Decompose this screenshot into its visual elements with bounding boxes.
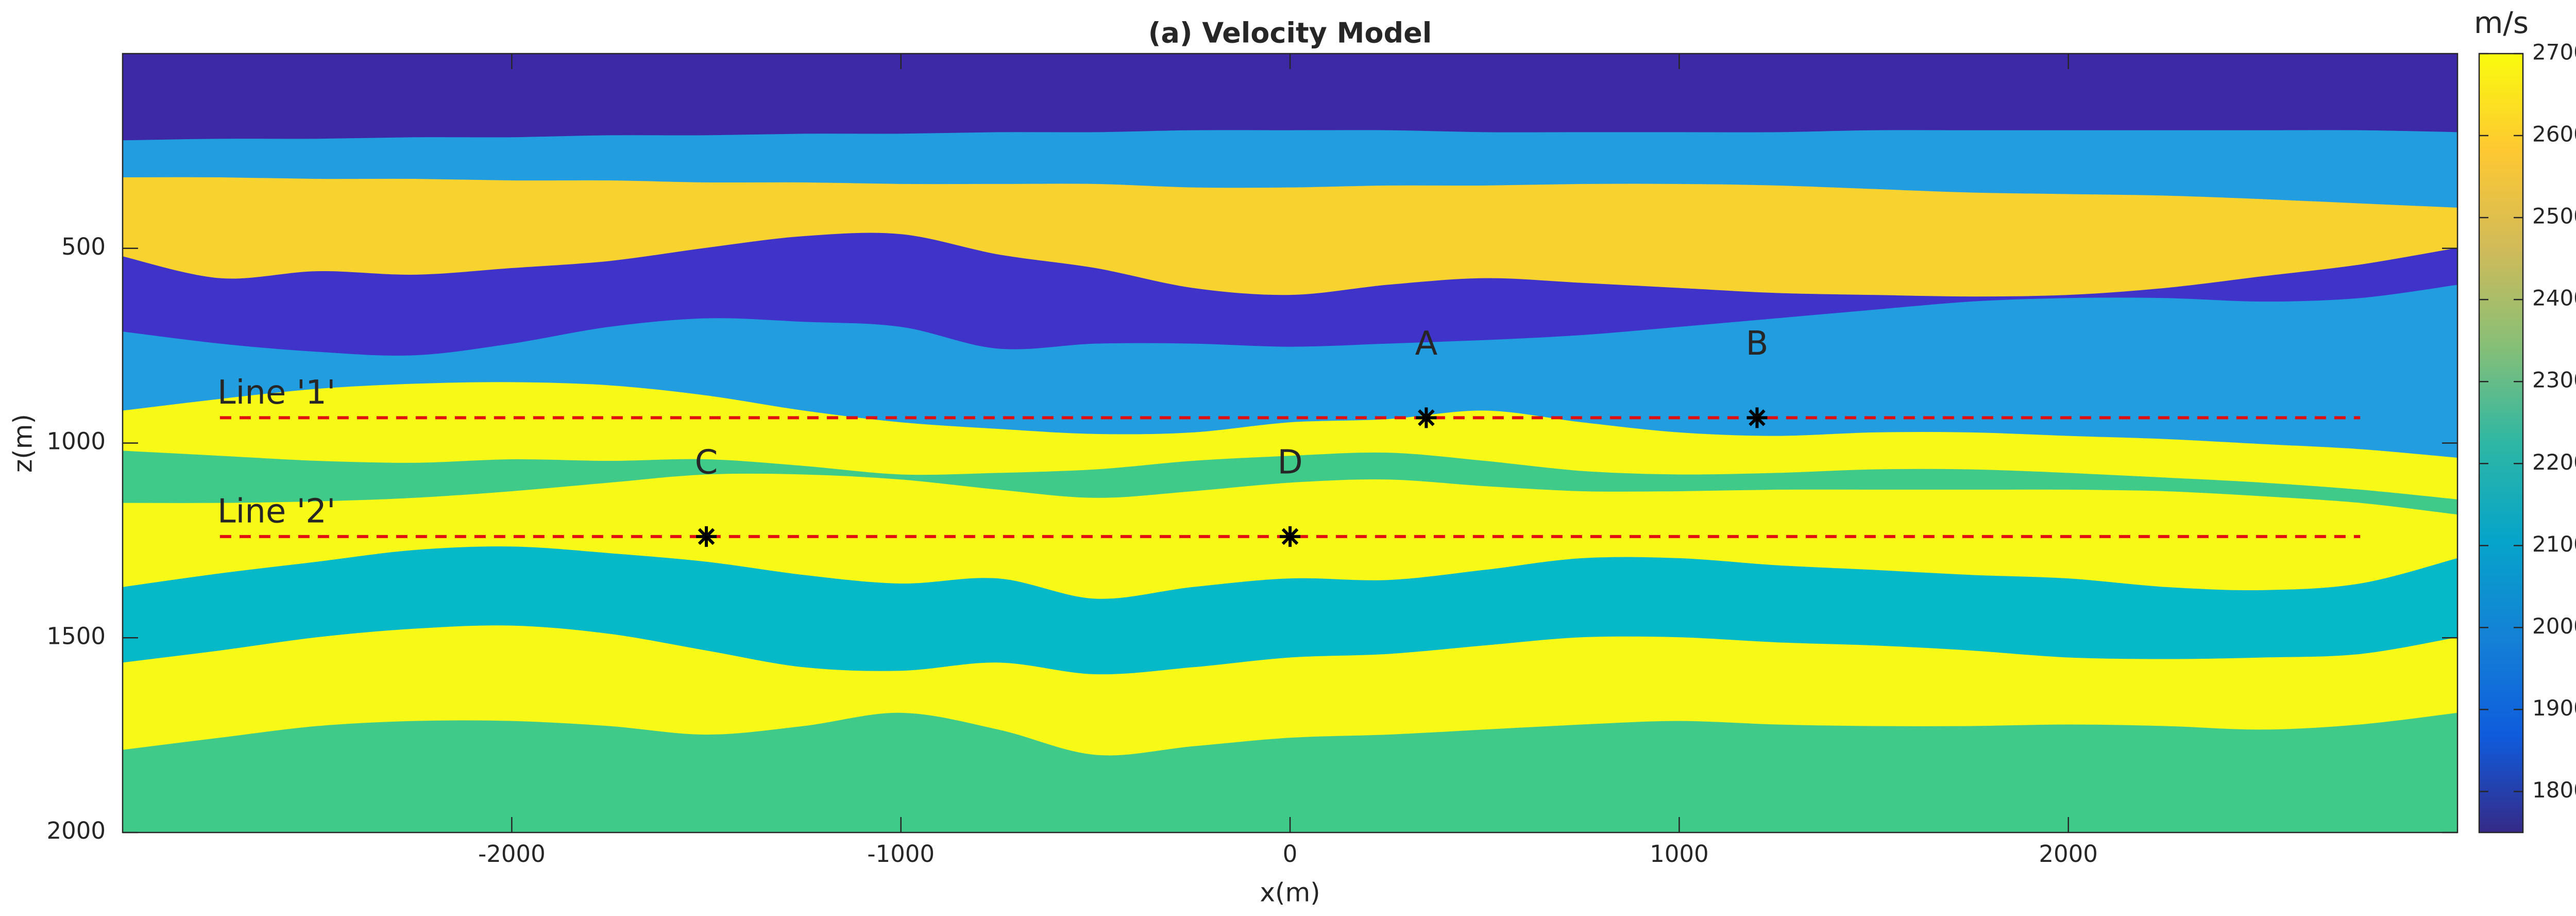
point-label: D bbox=[1277, 443, 1302, 481]
layer-interface bbox=[123, 285, 2458, 357]
y-tick-label: 500 bbox=[61, 233, 106, 260]
layer-interface bbox=[123, 712, 2458, 757]
layer-interface bbox=[123, 546, 2458, 600]
colorbar bbox=[2478, 53, 2524, 834]
point-marker bbox=[1280, 526, 1300, 547]
colorbar-tick-label: 2100 bbox=[2532, 531, 2576, 557]
colorbar-tick-label: 2200 bbox=[2532, 449, 2576, 475]
colorbar-tick-label: 2500 bbox=[2532, 204, 2576, 229]
x-axis-label: x(m) bbox=[1260, 878, 1320, 908]
colorbar-tick-label: 1900 bbox=[2532, 695, 2576, 721]
layer-interface bbox=[123, 130, 2458, 142]
colorbar-tick-label: 2300 bbox=[2532, 368, 2576, 393]
x-tick-label: 2000 bbox=[2039, 840, 2098, 868]
x-tick-label: -2000 bbox=[478, 840, 546, 868]
layer-interface bbox=[123, 232, 2458, 298]
chart-title: (a) Velocity Model bbox=[1148, 17, 1432, 49]
x-tick-label: -1000 bbox=[867, 840, 935, 868]
y-tick-label: 1000 bbox=[46, 428, 106, 455]
colorbar-tick-label: 2400 bbox=[2532, 286, 2576, 311]
model-area bbox=[123, 54, 2458, 832]
point-marker bbox=[1416, 407, 1437, 428]
y-tick-label: 1500 bbox=[46, 622, 106, 649]
y-tick-label: 2000 bbox=[46, 817, 106, 844]
layer bbox=[123, 713, 2458, 832]
point-label: B bbox=[1745, 325, 1768, 363]
colorbar-tick-label: 2700 bbox=[2532, 40, 2576, 65]
layer-interface bbox=[123, 382, 2458, 459]
x-tick-label: 0 bbox=[1283, 840, 1298, 868]
point-label: C bbox=[695, 443, 718, 481]
point-marker bbox=[1747, 407, 1768, 428]
point-label: A bbox=[1415, 325, 1437, 363]
reference-line-label: Line '2' bbox=[217, 492, 336, 530]
colorbar-label: m/s bbox=[2474, 5, 2529, 40]
layer-interface bbox=[123, 473, 2458, 516]
layer-interface bbox=[123, 625, 2458, 676]
colorbar-tick-label: 2600 bbox=[2532, 122, 2576, 147]
layer-interface bbox=[123, 177, 2458, 209]
x-tick-label: 1000 bbox=[1650, 840, 1709, 868]
reference-line-label: Line '1' bbox=[217, 374, 336, 412]
colorbar-tick-label: 2000 bbox=[2532, 613, 2576, 639]
colorbar-tick-label: 1800 bbox=[2532, 777, 2576, 803]
layer-interface bbox=[123, 451, 2458, 501]
point-marker bbox=[696, 526, 717, 547]
y-axis-label: z(m) bbox=[8, 414, 38, 473]
